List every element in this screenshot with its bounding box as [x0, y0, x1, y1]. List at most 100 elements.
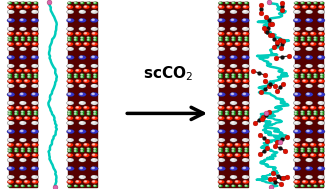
- Circle shape: [67, 69, 74, 73]
- Circle shape: [314, 39, 316, 40]
- Circle shape: [242, 153, 249, 157]
- Circle shape: [231, 167, 234, 169]
- Circle shape: [241, 92, 249, 97]
- Circle shape: [21, 48, 23, 49]
- Circle shape: [86, 36, 91, 39]
- Circle shape: [75, 150, 76, 151]
- Circle shape: [310, 180, 317, 184]
- Circle shape: [87, 185, 89, 186]
- Circle shape: [218, 10, 225, 14]
- Circle shape: [295, 185, 296, 186]
- Circle shape: [319, 117, 322, 118]
- Circle shape: [301, 76, 303, 77]
- Circle shape: [68, 102, 70, 103]
- Circle shape: [67, 143, 74, 147]
- Circle shape: [293, 116, 300, 120]
- Circle shape: [234, 42, 241, 46]
- Circle shape: [9, 43, 11, 44]
- Circle shape: [244, 150, 249, 153]
- Circle shape: [9, 130, 11, 132]
- Circle shape: [226, 111, 227, 112]
- Circle shape: [305, 64, 313, 68]
- Circle shape: [293, 143, 300, 147]
- Circle shape: [94, 37, 95, 38]
- Circle shape: [239, 185, 240, 186]
- Circle shape: [310, 32, 317, 36]
- Circle shape: [7, 175, 14, 179]
- Circle shape: [231, 111, 236, 113]
- Circle shape: [300, 148, 305, 150]
- Circle shape: [236, 117, 238, 118]
- Circle shape: [92, 102, 94, 103]
- Circle shape: [20, 111, 25, 113]
- Circle shape: [31, 101, 39, 105]
- Circle shape: [34, 148, 36, 149]
- Circle shape: [218, 106, 225, 110]
- Circle shape: [80, 159, 82, 160]
- Circle shape: [80, 122, 82, 123]
- Circle shape: [17, 154, 19, 155]
- Circle shape: [94, 185, 95, 186]
- Circle shape: [7, 55, 15, 60]
- Circle shape: [67, 36, 72, 39]
- Circle shape: [314, 74, 316, 75]
- Circle shape: [25, 43, 27, 44]
- Circle shape: [318, 64, 325, 68]
- Circle shape: [232, 159, 234, 160]
- Circle shape: [218, 153, 225, 157]
- Circle shape: [305, 138, 313, 142]
- Circle shape: [293, 158, 301, 162]
- Circle shape: [317, 129, 325, 134]
- Circle shape: [243, 167, 246, 169]
- Circle shape: [310, 143, 317, 147]
- Circle shape: [310, 106, 317, 110]
- Circle shape: [230, 101, 237, 105]
- Circle shape: [93, 185, 97, 187]
- Circle shape: [242, 180, 249, 184]
- Circle shape: [79, 101, 86, 105]
- Circle shape: [33, 33, 35, 34]
- Circle shape: [318, 27, 325, 31]
- Circle shape: [90, 92, 98, 97]
- Circle shape: [31, 55, 39, 60]
- Circle shape: [79, 158, 86, 162]
- Circle shape: [301, 148, 303, 149]
- Circle shape: [231, 185, 236, 187]
- Circle shape: [307, 159, 309, 160]
- Circle shape: [68, 76, 70, 77]
- Circle shape: [9, 19, 11, 20]
- Circle shape: [318, 47, 325, 51]
- Circle shape: [94, 39, 95, 40]
- Circle shape: [92, 122, 94, 123]
- Circle shape: [9, 48, 11, 49]
- Circle shape: [7, 79, 14, 83]
- Circle shape: [218, 2, 223, 4]
- Circle shape: [226, 106, 233, 110]
- Circle shape: [25, 144, 27, 145]
- Circle shape: [308, 39, 309, 40]
- Circle shape: [310, 42, 317, 46]
- Circle shape: [218, 74, 223, 76]
- Circle shape: [15, 185, 16, 186]
- Circle shape: [33, 144, 35, 145]
- Circle shape: [225, 111, 229, 113]
- Circle shape: [81, 37, 82, 38]
- Circle shape: [236, 144, 238, 145]
- Circle shape: [218, 84, 225, 88]
- Circle shape: [67, 101, 74, 105]
- Circle shape: [230, 27, 237, 31]
- Circle shape: [67, 129, 75, 134]
- Circle shape: [33, 107, 35, 108]
- Circle shape: [68, 6, 70, 7]
- Circle shape: [9, 139, 11, 140]
- Circle shape: [32, 19, 35, 20]
- Circle shape: [32, 167, 35, 169]
- Circle shape: [33, 80, 35, 81]
- Circle shape: [92, 167, 94, 169]
- Circle shape: [9, 148, 10, 149]
- Circle shape: [227, 107, 229, 108]
- Circle shape: [19, 18, 27, 23]
- Circle shape: [67, 138, 74, 142]
- Circle shape: [78, 166, 86, 171]
- Circle shape: [31, 129, 39, 134]
